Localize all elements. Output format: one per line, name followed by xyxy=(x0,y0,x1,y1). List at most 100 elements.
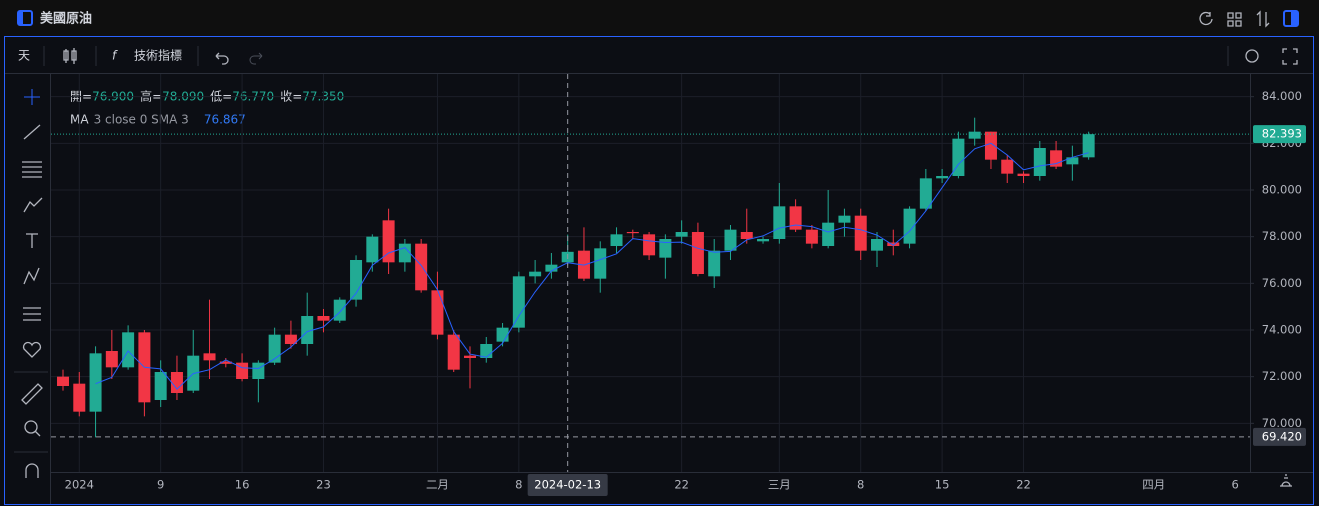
sort-icon[interactable] xyxy=(1256,10,1270,28)
zoom-handle xyxy=(34,430,41,437)
magnet-tool[interactable] xyxy=(25,463,39,478)
candle-body xyxy=(740,232,753,239)
candle-body xyxy=(105,351,118,368)
candle-body xyxy=(643,234,656,256)
crosshair-date-label: 2024-02-13 xyxy=(534,478,601,492)
candle-body xyxy=(984,131,997,160)
candle-body xyxy=(757,239,770,242)
candle-body xyxy=(626,232,639,234)
zoom-tool[interactable] xyxy=(24,420,38,434)
crosshair-price-label: 69.420 xyxy=(1262,429,1302,443)
axis-settings-icon[interactable] xyxy=(1280,474,1292,487)
fullscreen-icon[interactable] xyxy=(1282,48,1298,65)
x-tick-label: 6 xyxy=(1231,478,1238,492)
x-tick-label: 23 xyxy=(316,478,331,492)
candle-body xyxy=(789,206,802,230)
fib-tool[interactable] xyxy=(22,161,42,178)
candle-body xyxy=(252,362,265,379)
pattern-tool[interactable] xyxy=(23,267,40,285)
measure-lines-tool[interactable] xyxy=(23,307,41,321)
y-tick-label: 80.000 xyxy=(1262,183,1302,197)
settings-icon[interactable] xyxy=(1245,49,1259,63)
candle-body xyxy=(724,229,737,251)
candle-body xyxy=(887,242,900,246)
legend-label: 高= xyxy=(140,89,162,104)
candle-body xyxy=(219,361,232,364)
y-tick-label: 84.000 xyxy=(1262,89,1302,103)
drawing-tools xyxy=(14,89,48,478)
candle-body xyxy=(464,355,476,358)
candle-body xyxy=(122,332,135,368)
candle-body xyxy=(89,353,102,412)
candle-body xyxy=(496,327,509,342)
candle-body xyxy=(691,232,704,274)
candle-body xyxy=(936,176,949,179)
ma-value: 76.867 xyxy=(204,113,246,127)
fx-icon[interactable]: f xyxy=(112,49,118,63)
candle-body xyxy=(1066,157,1079,165)
candle-body xyxy=(545,264,558,272)
ma-params: 3 close 0 SMA 3 xyxy=(94,113,189,127)
panel-icon-fill xyxy=(18,11,23,25)
candle-body xyxy=(203,353,216,361)
candle-body xyxy=(822,222,835,246)
candle-body xyxy=(236,362,249,379)
window-title: 美國原油 xyxy=(40,11,92,27)
candle-body xyxy=(170,372,183,393)
candle-body xyxy=(610,234,623,246)
undo-icon[interactable] xyxy=(215,52,229,65)
y-tick-label: 74.000 xyxy=(1262,323,1302,337)
crosshair-tool[interactable] xyxy=(24,89,40,105)
y-tick-label: 72.000 xyxy=(1262,369,1302,383)
top-bar xyxy=(0,0,1319,36)
candle-body xyxy=(1001,159,1014,174)
candle-body xyxy=(773,206,786,239)
candle-body xyxy=(317,316,330,321)
text-tool[interactable] xyxy=(26,233,38,248)
chart-frame xyxy=(4,36,1314,505)
favorites-tool[interactable] xyxy=(22,341,42,358)
candle-body xyxy=(57,376,69,386)
candle-body xyxy=(350,260,363,300)
indicators-button[interactable]: 技術指標 xyxy=(134,48,182,63)
candle-body xyxy=(854,215,867,251)
interval-button[interactable]: 天 xyxy=(18,49,30,63)
x-tick-label: 二月 xyxy=(426,478,449,492)
candle-body xyxy=(447,334,460,370)
ma-line xyxy=(95,142,1089,390)
last-price-box xyxy=(1253,125,1306,144)
candle-body xyxy=(333,299,346,321)
candle-body xyxy=(73,383,86,412)
y-tick-label: 76.000 xyxy=(1262,276,1302,290)
x-tick-label: 三月 xyxy=(768,478,791,492)
redo-icon[interactable] xyxy=(249,52,263,65)
candle-body xyxy=(431,290,444,335)
crosshair-price-box xyxy=(1253,427,1306,446)
candle-body xyxy=(154,372,167,400)
ruler-tool[interactable] xyxy=(21,383,43,405)
candle-body xyxy=(594,248,607,279)
candle-body xyxy=(805,229,818,244)
candle-body xyxy=(659,239,672,258)
refresh-icon[interactable] xyxy=(1199,11,1213,26)
x-tick-label: 四月 xyxy=(1142,478,1165,492)
x-tick-label: 9 xyxy=(157,478,164,492)
y-tick-label: 70.000 xyxy=(1262,416,1302,430)
sidebar-icon-fill xyxy=(1291,11,1298,26)
candle-body xyxy=(284,334,297,344)
x-tick-label: 8 xyxy=(857,478,864,492)
x-tick-label: 22 xyxy=(674,478,689,492)
line-tool[interactable] xyxy=(23,124,41,140)
candle-body xyxy=(1017,173,1030,176)
chart-type-icon[interactable] xyxy=(63,48,77,64)
x-tick-label: 16 xyxy=(235,478,250,492)
x-tick-label: 2024 xyxy=(65,478,94,492)
candle-body xyxy=(903,208,916,244)
candle-body xyxy=(871,239,883,251)
layout-icon[interactable] xyxy=(1227,12,1242,27)
brush-tool[interactable] xyxy=(23,197,43,213)
x-tick-label: 8 xyxy=(515,478,522,492)
candle-body xyxy=(1082,134,1095,158)
candle-body xyxy=(268,334,281,363)
